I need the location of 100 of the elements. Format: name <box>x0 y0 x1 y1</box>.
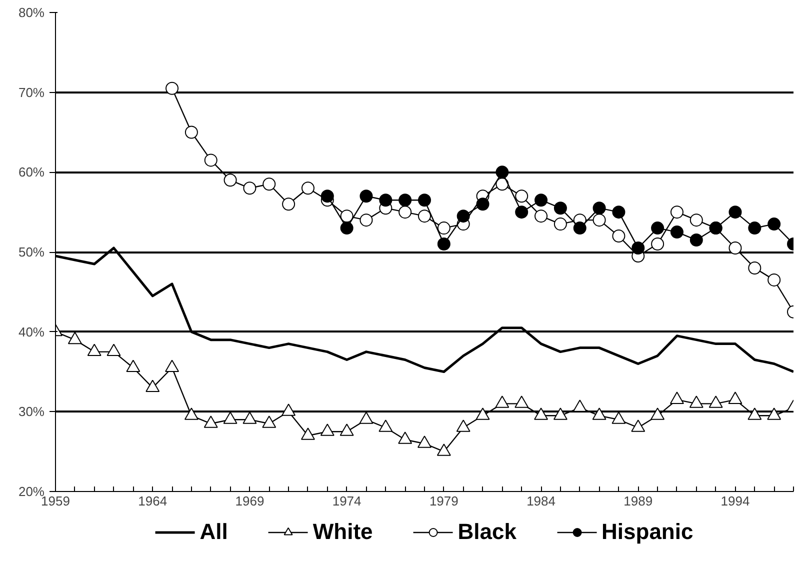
point <box>592 214 606 227</box>
point <box>300 428 315 440</box>
point <box>398 194 412 207</box>
x-tick-label: 1984 <box>526 494 556 508</box>
point <box>418 210 431 223</box>
point <box>204 416 218 428</box>
legend-label: Black <box>458 519 517 545</box>
point <box>748 408 762 420</box>
point <box>650 408 665 420</box>
point <box>242 412 257 424</box>
point <box>320 190 334 203</box>
point <box>282 404 296 416</box>
y-tick-label: 70% <box>18 84 45 100</box>
point <box>243 182 256 195</box>
legend-label: White <box>312 519 373 545</box>
point <box>515 190 528 203</box>
point <box>184 126 198 139</box>
point <box>553 408 568 420</box>
point <box>651 222 664 235</box>
point <box>768 218 781 231</box>
point <box>224 174 237 187</box>
point <box>166 82 179 95</box>
point <box>456 210 470 223</box>
point <box>360 214 373 227</box>
point <box>126 360 140 372</box>
point <box>262 178 276 191</box>
point <box>340 222 354 235</box>
point <box>204 154 218 167</box>
y-tick-label: 30% <box>18 404 45 420</box>
point <box>360 190 373 203</box>
point <box>223 412 238 424</box>
point <box>748 261 762 274</box>
point <box>612 230 626 243</box>
point <box>301 182 314 195</box>
y-tick-label: 50% <box>18 244 45 260</box>
point <box>728 206 742 219</box>
point <box>592 408 606 420</box>
point <box>184 408 198 420</box>
point <box>748 222 762 235</box>
point <box>690 234 703 247</box>
point <box>612 206 626 219</box>
x-tick-label: 1964 <box>138 494 168 508</box>
point <box>359 412 374 424</box>
y-tick-label: 40% <box>18 324 45 340</box>
x-tick-label: 1974 <box>332 494 362 508</box>
point <box>690 214 703 227</box>
x-tick-label: 1969 <box>235 494 264 508</box>
point <box>768 273 781 286</box>
point <box>554 218 567 231</box>
legend-label: All <box>200 519 228 545</box>
point <box>728 242 742 254</box>
y-tick-label: 80% <box>18 5 45 20</box>
point <box>87 344 102 356</box>
point <box>632 242 645 254</box>
point <box>398 206 412 219</box>
point <box>612 412 626 424</box>
point <box>728 392 742 404</box>
y-tick-label: 60% <box>18 164 45 180</box>
point <box>165 360 180 372</box>
point <box>534 210 548 223</box>
point <box>437 222 450 235</box>
point <box>418 194 431 207</box>
point <box>573 222 586 235</box>
point <box>689 396 704 408</box>
point <box>534 408 548 420</box>
point <box>379 194 392 207</box>
point <box>496 166 509 179</box>
point <box>262 416 276 428</box>
point <box>631 420 646 432</box>
point <box>651 238 664 251</box>
point <box>340 210 354 223</box>
point <box>534 194 548 207</box>
point <box>514 396 529 408</box>
point <box>476 198 490 211</box>
point <box>418 436 432 448</box>
point <box>554 202 567 215</box>
point <box>495 396 510 408</box>
legend-label: Hispanic <box>602 519 694 545</box>
point <box>437 238 450 251</box>
point <box>68 332 82 344</box>
point <box>592 202 606 215</box>
x-tick-label: 1994 <box>720 494 750 508</box>
point <box>282 198 296 211</box>
point <box>340 424 354 436</box>
point <box>106 344 121 356</box>
x-tick-label: 1989 <box>624 494 653 508</box>
point <box>320 424 334 436</box>
point <box>515 206 528 219</box>
point <box>378 420 393 432</box>
point <box>670 206 684 219</box>
point <box>476 408 490 420</box>
x-tick-label: 1979 <box>429 494 458 508</box>
point <box>708 396 723 408</box>
point <box>572 400 587 412</box>
point <box>146 380 160 392</box>
point <box>456 420 470 432</box>
point <box>436 444 451 456</box>
point <box>670 226 684 239</box>
point <box>398 432 412 444</box>
point <box>767 408 782 420</box>
